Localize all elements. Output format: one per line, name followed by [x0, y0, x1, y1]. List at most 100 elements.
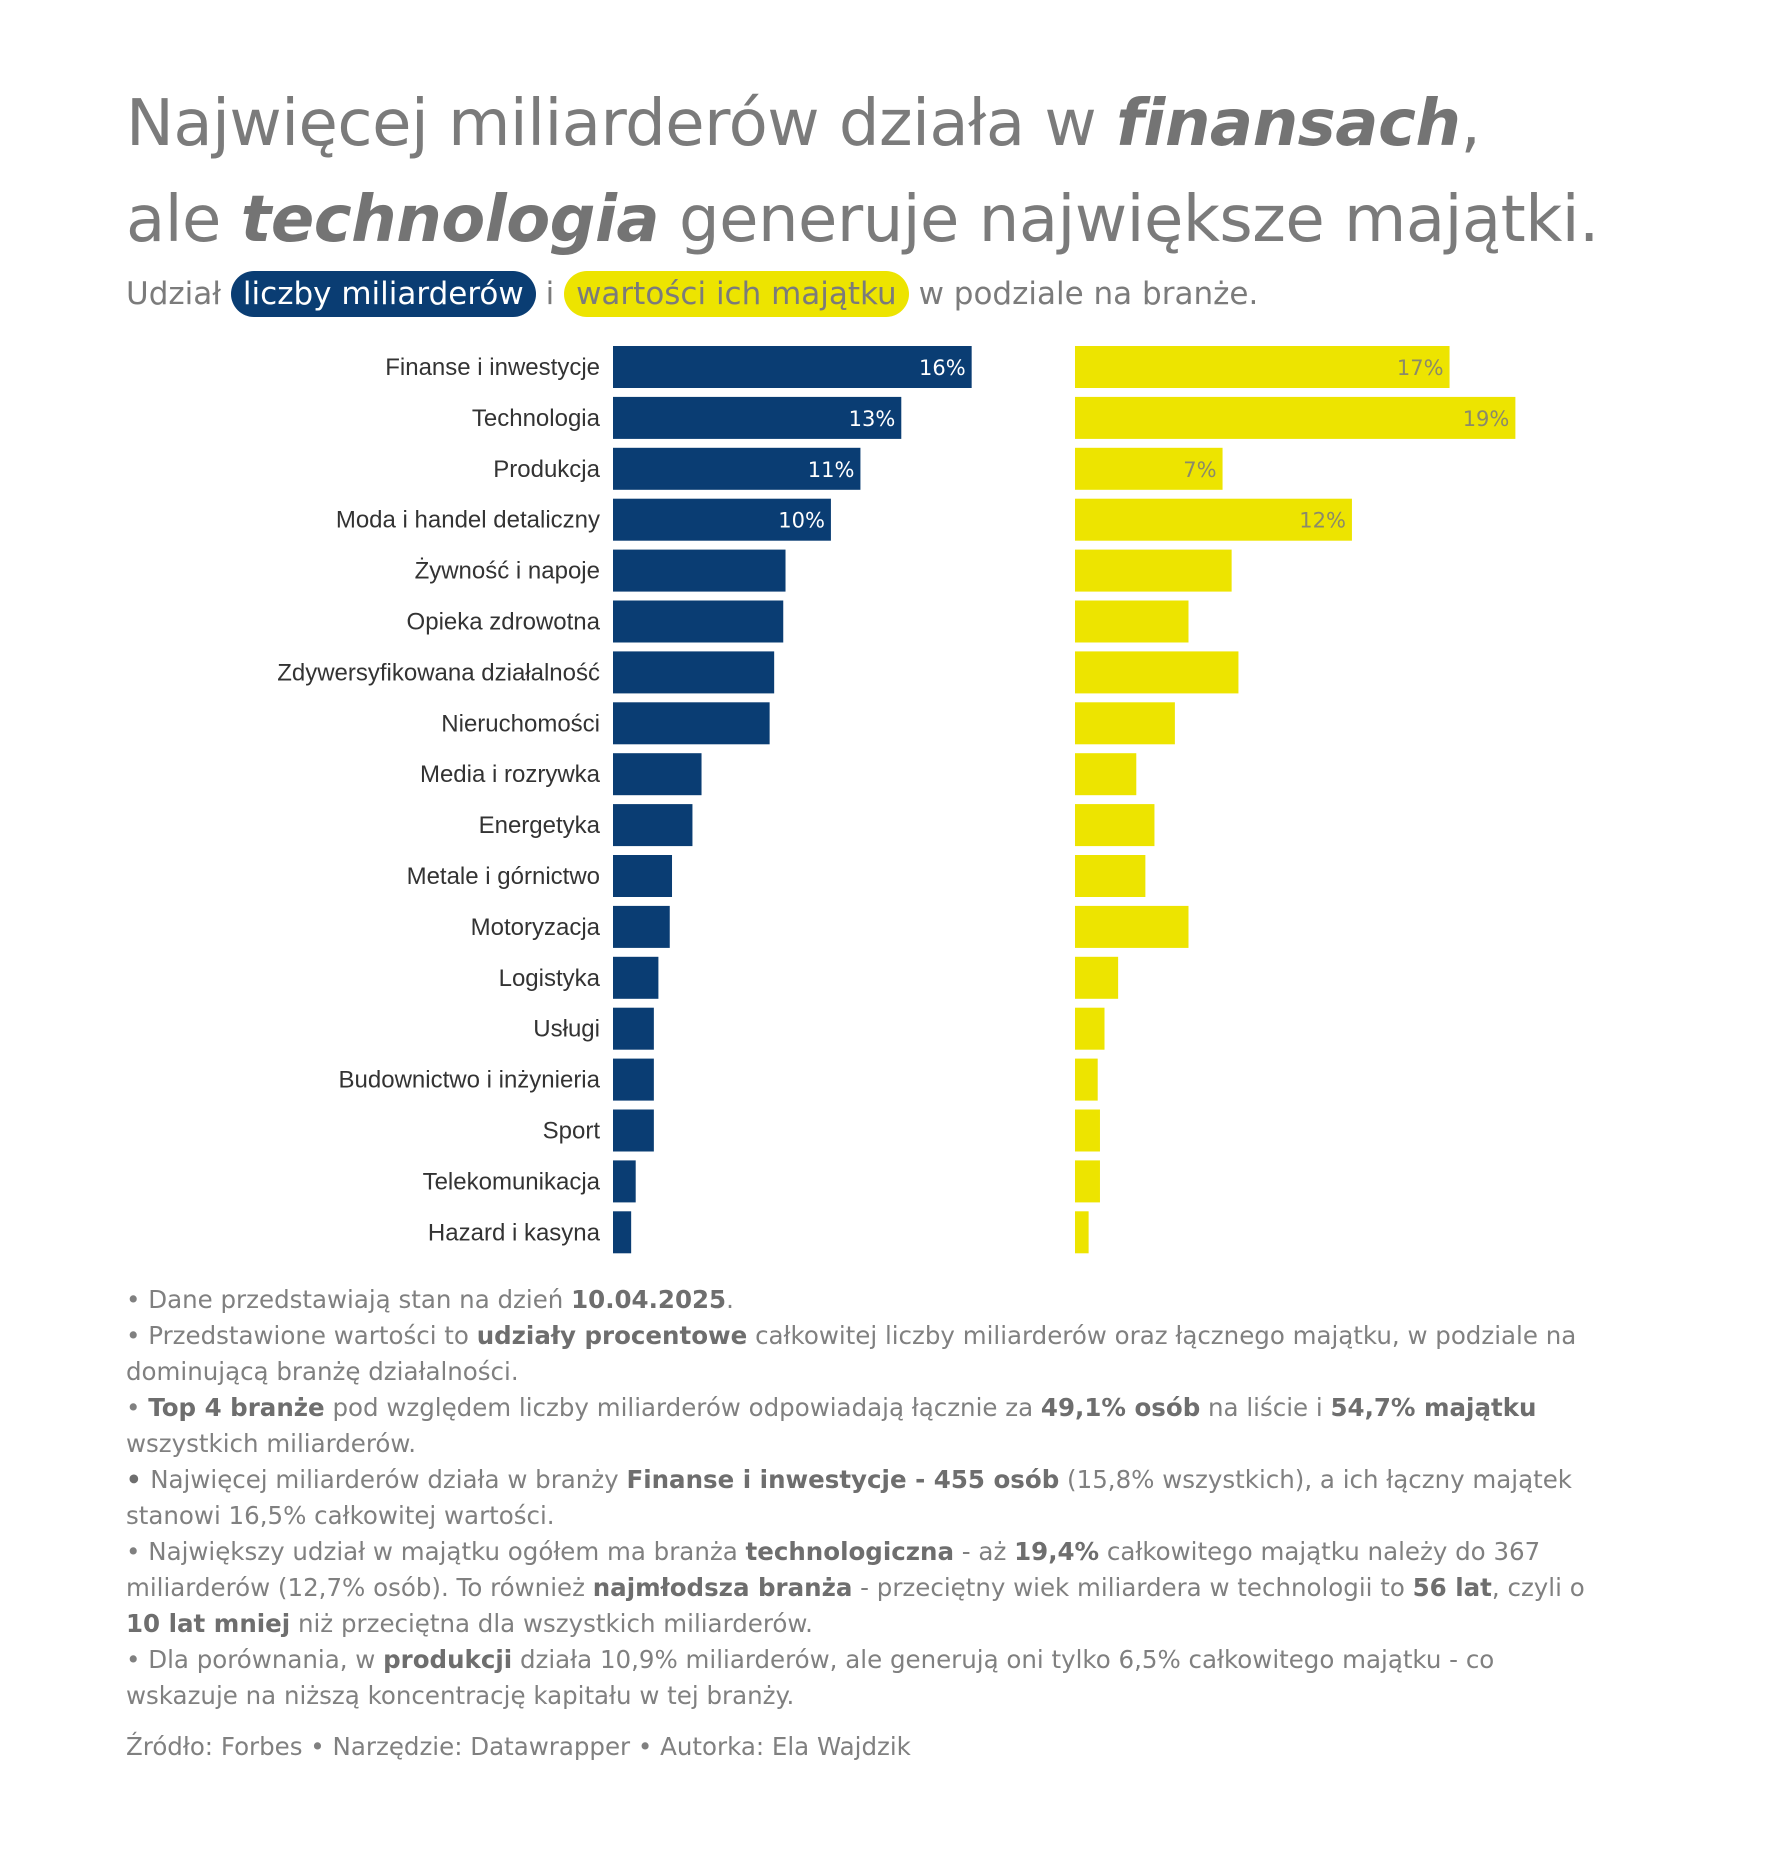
- wealth-bar: [1075, 753, 1137, 796]
- note-item: • Przedstawione wartości to udziały proc…: [126, 1318, 1596, 1390]
- count-data-label: 16%: [919, 356, 966, 380]
- note-emphasis: Top 4 branże: [148, 1393, 325, 1422]
- count-bar: [613, 651, 775, 694]
- wealth-data-label: 19%: [1463, 407, 1510, 431]
- category-label: Nieruchomości: [441, 710, 600, 737]
- count-bar: [613, 1058, 654, 1101]
- note-text: (15,8% wszystkich), a ich łączny majątek…: [126, 1465, 1572, 1530]
- count-bar: [613, 804, 693, 847]
- chart-title: Najwięcej miliarderów działa w finansach…: [126, 76, 1726, 268]
- note-emphasis: 10.04.2025: [571, 1285, 727, 1314]
- note-text: , czyli o: [1491, 1573, 1585, 1602]
- title-emphasis-finance: finansach: [1116, 87, 1461, 161]
- category-label: Moda i handel detaliczny: [336, 507, 600, 534]
- note-emphasis: 49,1% osób: [1040, 1393, 1201, 1422]
- category-label: Sport: [543, 1118, 601, 1145]
- footnotes: • Dane przedstawiają stan na dzień 10.04…: [126, 1282, 1596, 1714]
- count-bar: [613, 855, 673, 897]
- note-text: • Dane przedstawiają stan na dzień: [126, 1285, 572, 1314]
- count-bar: [613, 1007, 654, 1050]
- wealth-bar: [1075, 1211, 1089, 1254]
- note-emphasis: udziały procentowe: [476, 1321, 748, 1350]
- note-text: niż przeciętna dla wszystkich miliarderó…: [290, 1609, 813, 1638]
- wealth-bar: [1075, 804, 1155, 847]
- note-text: .: [726, 1285, 734, 1314]
- wealth-bar: [1075, 447, 1223, 490]
- wealth-bar: [1075, 1109, 1100, 1152]
- note-text: • Dla porównania, w: [126, 1645, 384, 1674]
- count-bar: [613, 1160, 636, 1203]
- note-emphasis: najmłodsza branża: [592, 1573, 853, 1602]
- note-emphasis: produkcji: [383, 1645, 513, 1674]
- category-label: Telekomunikacja: [423, 1168, 601, 1195]
- note-emphasis: 10 lat mniej: [126, 1609, 291, 1638]
- title-emphasis-technology: technologia: [240, 183, 660, 257]
- category-label: Logistyka: [499, 965, 601, 992]
- wealth-bar: [1075, 1007, 1105, 1050]
- note-text: - przeciętny wiek miliardera w technolog…: [852, 1573, 1413, 1602]
- legend-count-series: liczby miliarderów: [230, 271, 536, 317]
- note-emphasis: 19,4%: [1014, 1537, 1100, 1566]
- wealth-bar: [1075, 651, 1239, 694]
- subtitle-text: i: [545, 276, 555, 312]
- wealth-bar: [1075, 498, 1352, 541]
- count-bar: [613, 346, 972, 388]
- note-item: • Dla porównania, w produkcji działa 10,…: [126, 1642, 1596, 1714]
- category-label: Zdywersyfikowana działalność: [277, 659, 600, 686]
- category-label: Żywność i napoje: [415, 558, 600, 585]
- category-label: Metale i górnictwo: [407, 863, 600, 890]
- category-label: Budownictwo i inżynieria: [339, 1067, 601, 1094]
- note-text: całkowitej liczby miliarderów oraz łączn…: [126, 1321, 1577, 1386]
- wealth-bar: [1075, 396, 1516, 439]
- count-bar: [613, 753, 702, 796]
- wealth-bar: [1075, 549, 1232, 592]
- wealth-data-label: 12%: [1299, 509, 1346, 533]
- title-text: Najwięcej miliarderów działa w: [126, 87, 1117, 161]
- count-bar: [613, 1109, 654, 1152]
- wealth-bar: [1075, 855, 1146, 897]
- category-label: Hazard i kasyna: [428, 1219, 601, 1246]
- wealth-bar: [1075, 702, 1175, 745]
- wealth-data-label: 17%: [1397, 356, 1444, 380]
- title-line-1: Najwięcej miliarderów działa w finansach…: [126, 76, 1726, 172]
- subtitle-text: w podziale na branże.: [918, 276, 1259, 312]
- title-line-2: ale technologia generuje największe mają…: [126, 172, 1726, 268]
- wealth-data-label: 7%: [1183, 458, 1216, 482]
- category-label: Motoryzacja: [471, 914, 601, 941]
- wealth-bar: [1075, 346, 1450, 388]
- count-bar: [613, 447, 861, 490]
- note-item: • Dane przedstawiają stan na dzień 10.04…: [126, 1282, 1596, 1318]
- title-text: ale: [126, 183, 241, 257]
- note-item: • Top 4 branże pod względem liczby milia…: [126, 1390, 1596, 1462]
- count-bar: [613, 956, 659, 999]
- note-text: •: [126, 1393, 149, 1422]
- note-text: • Przedstawione wartości to: [126, 1321, 477, 1350]
- chart-subtitle: Udział liczby miliarderów i wartości ich…: [126, 268, 1258, 320]
- category-label: Opieka zdrowotna: [407, 609, 601, 636]
- title-text: generuje największe majątki.: [659, 183, 1599, 257]
- category-label: Technologia: [472, 405, 601, 432]
- count-bar: [613, 396, 902, 439]
- subtitle-text: Udział: [126, 276, 222, 312]
- count-data-label: 10%: [778, 509, 825, 533]
- note-emphasis: Finanse i inwestycje - 455 osób: [626, 1465, 1060, 1494]
- category-label: Finanse i inwestycje: [385, 354, 600, 381]
- note-emphasis: 56 lat: [1412, 1573, 1492, 1602]
- wealth-bar: [1075, 600, 1189, 643]
- count-bar: [613, 549, 786, 592]
- legend-wealth-series: wartości ich majątku: [564, 271, 909, 317]
- note-text: całkowitego majątku należy do 367 miliar…: [126, 1537, 1541, 1602]
- note-emphasis: •: [126, 1465, 151, 1494]
- category-label: Produkcja: [493, 456, 600, 483]
- wealth-bar: [1075, 1160, 1100, 1203]
- category-label: Energetyka: [479, 812, 601, 839]
- wealth-bar: [1075, 1058, 1098, 1101]
- count-bar: [613, 600, 784, 643]
- note-emphasis: 54,7% majątku: [1330, 1393, 1537, 1422]
- category-label: Usługi: [533, 1016, 600, 1043]
- note-text: - aż: [954, 1537, 1015, 1566]
- count-bar: [613, 498, 831, 541]
- category-label: Media i rozrywka: [420, 761, 601, 788]
- wealth-bar: [1075, 956, 1119, 999]
- note-text: na liście i: [1200, 1393, 1331, 1422]
